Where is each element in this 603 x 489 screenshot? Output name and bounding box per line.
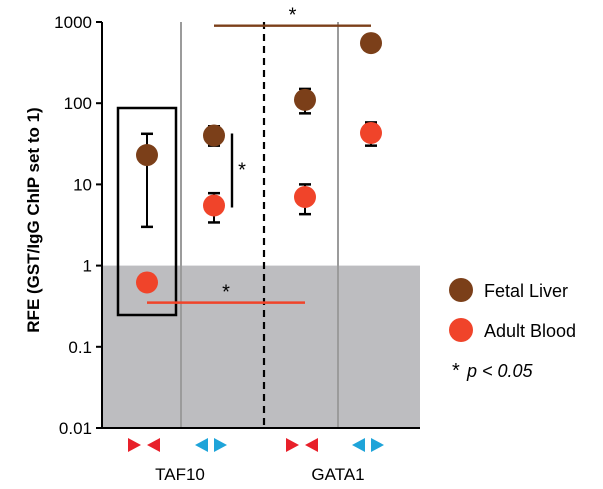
significance-star: * (238, 159, 246, 181)
y-tick-label: 0.01 (59, 419, 92, 438)
data-point-adult-blood (136, 271, 158, 294)
background-band (102, 265, 420, 428)
highlight-box (116, 106, 178, 317)
y-tick-label: 0.1 (68, 338, 92, 357)
legend-note-star: * (452, 360, 460, 382)
arrow-head-icon (305, 438, 318, 452)
data-point-fetal-liver (136, 144, 158, 167)
data-point-adult-blood (360, 121, 382, 144)
data-point-adult-blood (294, 185, 316, 208)
y-axis: 1000 100 10 1 0.1 0.01 RFE (GST/IgG ChIP set t… (24, 13, 420, 484)
legend-note-text: p < 0.05 (466, 361, 534, 381)
condition-icon (128, 438, 160, 452)
condition-icons (128, 438, 384, 452)
arrow-head-icon (214, 438, 227, 452)
legend-label: Adult Blood (484, 321, 576, 341)
legend: Fetal Liver Adult Blood * p < 0.05 (449, 278, 576, 382)
condition-icon (195, 438, 227, 452)
y-tick-label: 10 (73, 175, 92, 194)
y-tick-label: 1000 (54, 13, 92, 32)
significance-star: * (222, 282, 230, 304)
arrow-head-icon (128, 438, 141, 452)
data-point-adult-blood (203, 194, 225, 217)
y-tick-label: 1 (83, 257, 92, 276)
legend-swatch (449, 278, 473, 302)
legend-swatch (449, 318, 473, 342)
background-band-layer (102, 265, 420, 428)
legend-label: Fetal Liver (484, 281, 568, 301)
y-axis-label: RFE (GST/IgG ChIP set to 1) (24, 107, 43, 332)
data-point-fetal-liver (294, 88, 316, 111)
arrow-head-icon (352, 438, 365, 452)
frame-layer (116, 22, 339, 428)
arrow-head-icon (286, 438, 299, 452)
data-point-fetal-liver (360, 32, 382, 55)
significance-layer: * * * (147, 5, 371, 304)
data-layer (136, 32, 382, 294)
arrow-head-icon (371, 438, 384, 452)
significance-star: * (289, 5, 297, 27)
condition-icon (286, 438, 318, 452)
arrow-head-icon (195, 438, 208, 452)
y-tick-label: 100 (64, 94, 92, 113)
group-label-gata1: GATA1 (311, 465, 364, 484)
condition-icon (352, 438, 384, 452)
data-point-fetal-liver (203, 124, 225, 147)
group-label-taf10: TAF10 (155, 465, 205, 484)
arrow-head-icon (147, 438, 160, 452)
